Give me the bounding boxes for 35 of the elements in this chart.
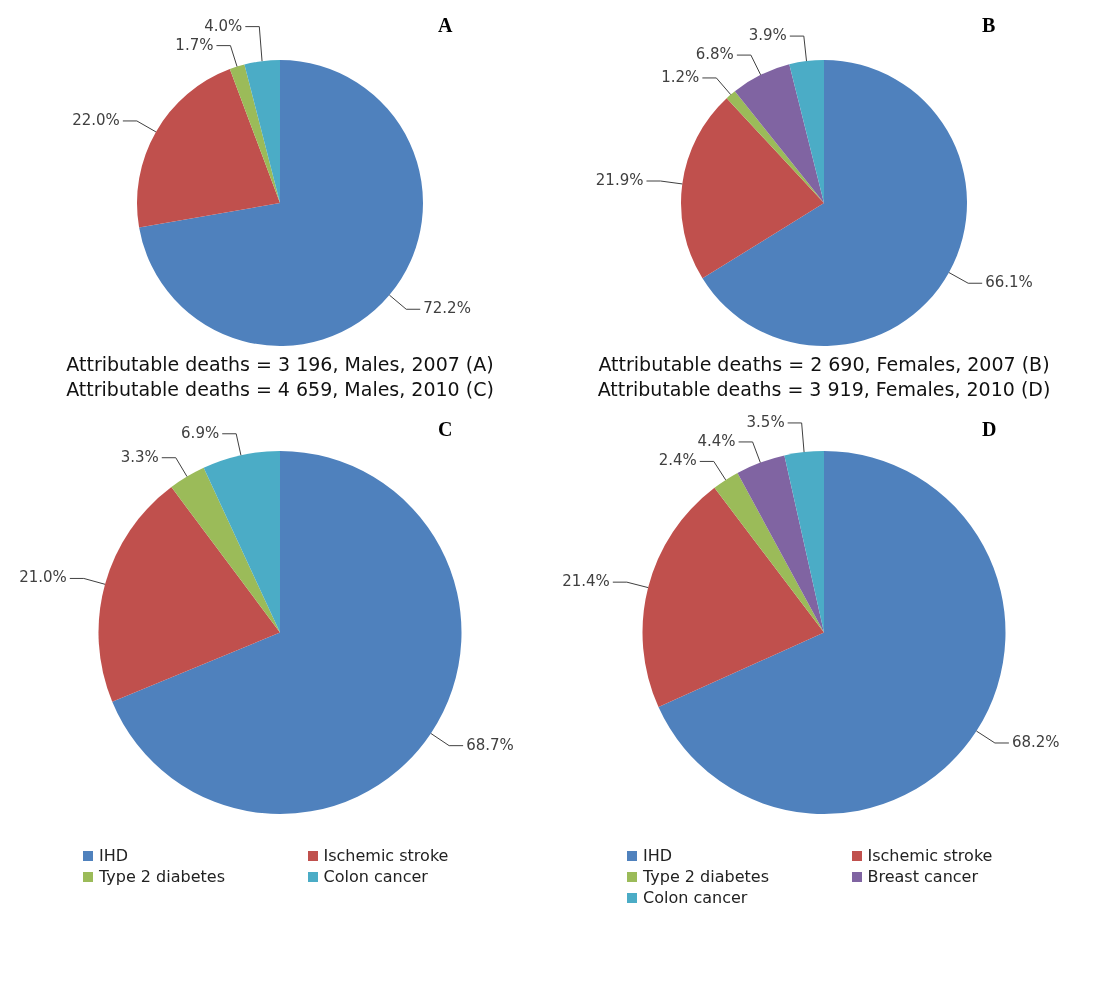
data-label: 3.9%: [748, 25, 787, 44]
chart-title: B: [982, 14, 996, 37]
data-label: 2.4%: [658, 451, 697, 470]
chart-title: C: [438, 418, 453, 441]
data-label: 68.2%: [1011, 732, 1060, 751]
data-label: 3.5%: [746, 412, 785, 431]
data-label: 21.4%: [562, 572, 610, 591]
legend-label: IHD: [99, 846, 129, 865]
data-label: 72.2%: [423, 299, 471, 318]
data-label: 4.0%: [204, 16, 243, 35]
legend-label: Breast cancer: [867, 867, 979, 886]
legend-label: Type 2 diabetes: [99, 867, 225, 886]
text: Attributable deaths = 4 659, Males, 2010 (C): [66, 378, 494, 400]
legend-label: Colon cancer: [643, 888, 748, 907]
data-label: 1.7%: [175, 35, 214, 54]
legend-label: Ischemic stroke: [867, 846, 993, 865]
data-label: 6.9%: [181, 423, 220, 442]
text: Attributable deaths = 3 196, Males, 2007 (A): [66, 353, 494, 375]
legend-label: Colon cancer: [323, 867, 428, 886]
data-label: 68.7%: [466, 735, 514, 754]
chart-title: A: [438, 14, 453, 37]
data-label: 21.9%: [595, 170, 644, 189]
chart-title: D: [982, 418, 997, 441]
text: Attributable deaths = 2 690, Females, 2007 (B): [598, 353, 1050, 375]
data-label: 3.3%: [120, 447, 159, 466]
legend-label: Ischemic stroke: [323, 846, 449, 865]
data-label: 22.0%: [72, 110, 120, 129]
data-label: 1.2%: [661, 67, 700, 86]
legend-label: Type 2 diabetes: [643, 867, 769, 886]
text: Attributable deaths = 3 919, Females, 2010 (D): [597, 378, 1051, 400]
data-label: 4.4%: [697, 431, 736, 450]
legend-label: IHD: [643, 846, 673, 865]
data-label: 66.1%: [985, 273, 1033, 292]
data-label: 21.0%: [19, 568, 67, 587]
data-label: 6.8%: [695, 44, 734, 63]
